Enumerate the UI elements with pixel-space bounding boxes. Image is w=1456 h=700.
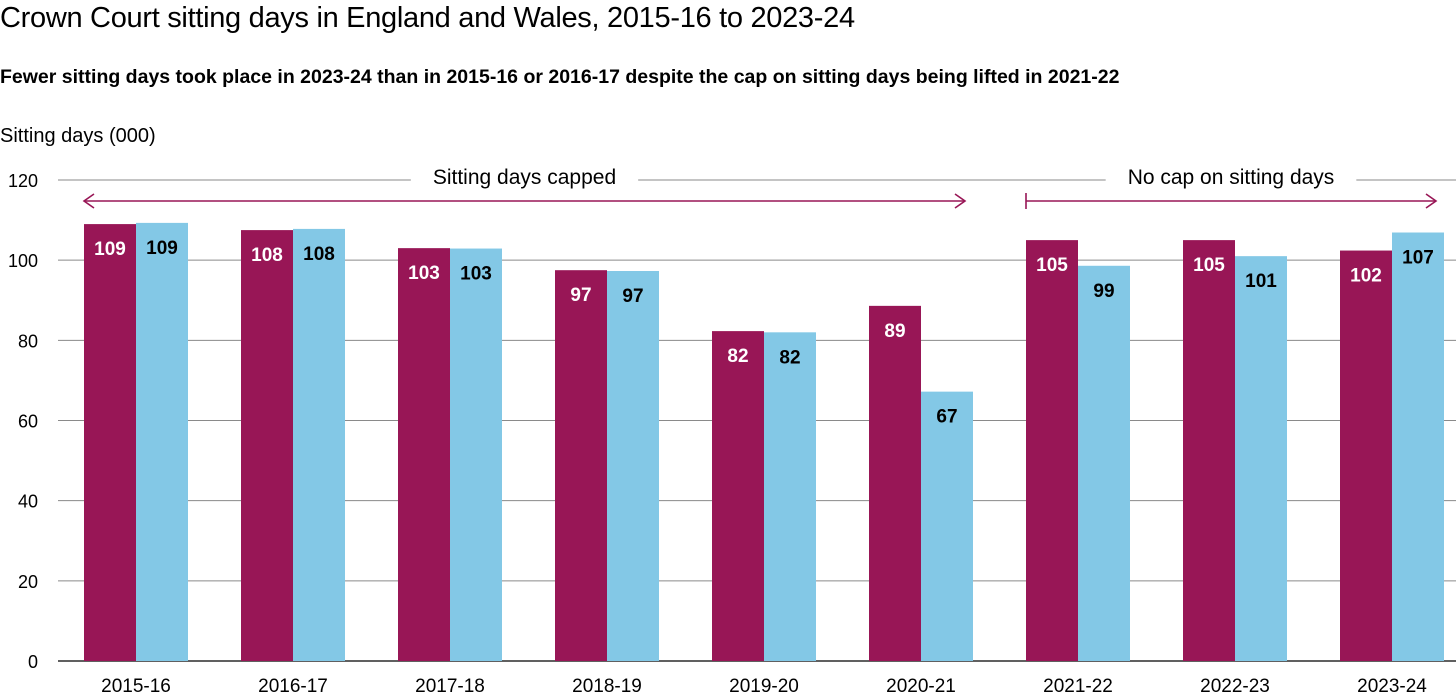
annotation-label-background: [410, 176, 639, 184]
annotation-label: Sitting days capped: [433, 166, 616, 189]
x-tick-label: 2020-21: [886, 676, 956, 697]
bar-value-label: 89: [884, 321, 905, 342]
bar: [293, 228, 345, 661]
x-tick-label: 2018-19: [572, 676, 642, 697]
chart-subtitle: Fewer sitting days took place in 2023-24…: [0, 66, 1120, 88]
bar: [712, 331, 764, 661]
bar-value-label: 82: [779, 347, 800, 368]
x-tick-label: 2023-24: [1357, 676, 1427, 697]
bar: [1026, 240, 1078, 661]
bar-value-label: 97: [622, 286, 643, 307]
x-tick-label: 2015-16: [101, 676, 171, 697]
bar-value-label: 102: [1350, 266, 1382, 287]
bar: [1078, 265, 1130, 661]
y-tick-label: 100: [8, 251, 38, 271]
bar: [398, 248, 450, 661]
x-tick-label: 2019-20: [729, 676, 799, 697]
arrow-head-left: [82, 193, 95, 209]
y-tick-label: 60: [18, 412, 38, 432]
y-tick-label: 40: [18, 492, 38, 512]
arrow-head-right: [954, 193, 967, 209]
bar: [450, 248, 502, 662]
bar: [869, 305, 921, 661]
y-axis-ticks: 0 20 40 60 80 100 120: [8, 171, 38, 672]
x-tick-label: 2021-22: [1043, 676, 1113, 697]
annotation-label-background: [1105, 176, 1357, 184]
bar: [1392, 232, 1444, 662]
bar-value-label: 99: [1093, 281, 1114, 302]
arrow-head-right: [1425, 193, 1438, 209]
bar-value-label: 105: [1036, 255, 1068, 276]
y-tick-label: 0: [28, 652, 38, 672]
bar: [136, 222, 188, 661]
bars: 109 109 108 108 103 103 97 97 82 82 89 67 105 99 105 10…: [84, 222, 1444, 662]
bar: [607, 270, 659, 661]
bar: [555, 270, 607, 661]
bar-value-label: 108: [303, 244, 335, 265]
bar-value-label: 108: [251, 245, 283, 266]
bar-value-label: 97: [570, 285, 591, 306]
bar-value-label: 101: [1245, 271, 1277, 292]
bar: [1183, 240, 1235, 661]
bar-value-label: 109: [146, 238, 178, 259]
annotation-bracket: Sitting days capped: [82, 166, 967, 209]
x-tick-label: 2022-23: [1200, 676, 1270, 697]
annotation-label: No cap on sitting days: [1128, 166, 1335, 189]
bar-value-label: 107: [1402, 248, 1434, 269]
bar-value-label: 103: [408, 263, 440, 284]
x-axis-ticks: 2015-16 2016-17 2017-18 2018-19 2019-20 2020-…: [101, 676, 1427, 697]
bar-value-label: 67: [936, 407, 957, 428]
bar-value-label: 103: [460, 264, 492, 285]
bar-value-label: 109: [94, 239, 126, 260]
x-tick-label: 2017-18: [415, 676, 485, 697]
bar-value-label: 82: [727, 346, 748, 367]
annotation-bracket: No cap on sitting days: [1025, 166, 1438, 209]
bar: [84, 224, 136, 661]
x-tick-label: 2016-17: [258, 676, 328, 697]
y-tick-label: 80: [18, 331, 38, 351]
bar-value-label: 105: [1193, 255, 1225, 276]
bar: [921, 391, 973, 661]
chart-title: Crown Court sitting days in England and …: [0, 2, 855, 34]
annotations: Sitting days capped No cap on sitting day…: [82, 166, 1438, 209]
bar: [1340, 250, 1392, 661]
y-tick-label: 120: [8, 171, 38, 191]
y-axis-label: Sitting days (000): [0, 125, 156, 147]
bar: [764, 332, 816, 661]
y-tick-label: 20: [18, 572, 38, 592]
bar: [1235, 256, 1287, 661]
bar: [241, 230, 293, 661]
